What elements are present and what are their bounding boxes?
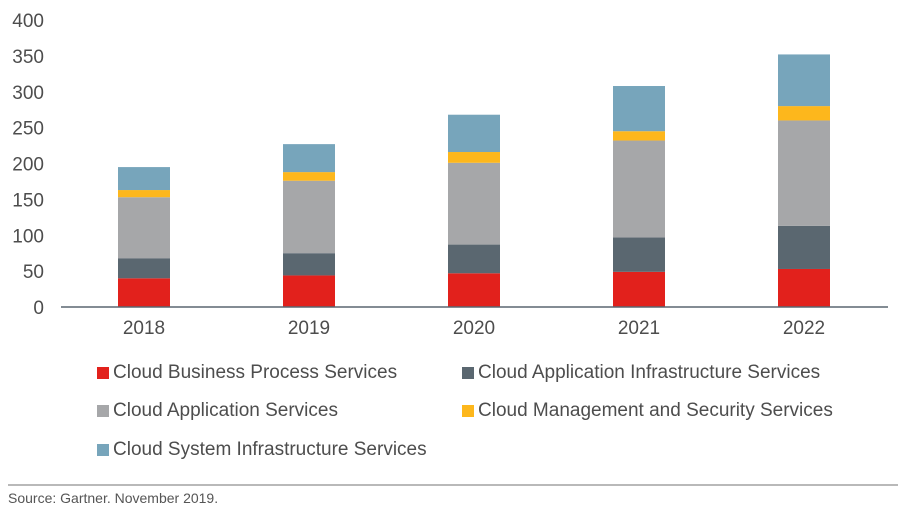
bar-segment-2020-0 [448,273,500,307]
source-divider [8,484,898,486]
legend-label: Cloud Business Process Services [113,362,398,383]
y-tick-label: 300 [12,83,44,104]
legend-swatch-icon [97,444,109,456]
legend-swatch-icon [97,405,109,417]
bar-segment-2021-0 [613,271,665,307]
source-note: Source: Gartner. November 2019. [8,490,219,506]
legend-item-application-infrastructure: Cloud Application Infrastructure Service… [462,362,820,384]
y-tick-label: 100 [12,226,44,247]
bar-segment-2018-3 [118,190,170,198]
legend-swatch-icon [462,367,474,379]
legend-item-business-process: Cloud Business Process Services [97,362,397,384]
bar-segment-2021-1 [613,237,665,272]
legend-item-management-security: Cloud Management and Security Services [462,400,833,422]
bar-segment-2019-2 [283,180,335,254]
bar-segment-2018-0 [118,278,170,307]
legend-item-application-services: Cloud Application Services [97,400,338,422]
bar-segment-2019-1 [283,253,335,276]
y-tick-label: 350 [12,47,44,68]
y-tick-label: 250 [12,119,44,140]
y-tick-label: 50 [23,262,44,283]
x-axis-ticks: 2018 2019 2020 2021 2022 [123,318,825,339]
x-tick-label: 2021 [618,318,660,339]
bar-segment-2021-4 [613,86,665,132]
bar-segment-2020-3 [448,152,500,163]
y-tick-label: 200 [12,155,44,176]
legend-label: Cloud Management and Security Services [478,400,833,421]
bars-group [118,54,830,307]
legend-label: Cloud Application Services [113,400,338,421]
bar-segment-2020-4 [448,114,500,153]
x-tick-label: 2020 [453,318,495,339]
stacked-bar-chart: 0 50 100 150 200 250 300 350 400 2018 2019 2020 202… [12,11,888,339]
bar-segment-2018-4 [118,167,170,191]
bar-segment-2020-2 [448,162,500,245]
bar-segment-2019-4 [283,144,335,173]
bar-segment-2020-1 [448,244,500,274]
bar-segment-2019-3 [283,172,335,181]
bar-segment-2018-1 [118,258,170,279]
y-tick-label: 150 [12,190,44,211]
bar-segment-2022-2 [778,120,830,226]
legend-swatch-icon [462,405,474,417]
bar-segment-2022-3 [778,106,830,121]
y-axis-ticks: 0 50 100 150 200 250 300 350 400 [12,11,44,319]
legend-label: Cloud System Infrastructure Services [113,439,427,460]
x-tick-label: 2022 [783,318,825,339]
x-tick-label: 2018 [123,318,165,339]
y-tick-label: 0 [33,298,44,319]
bar-segment-2019-0 [283,275,335,307]
bar-segment-2022-1 [778,225,830,269]
bar-segment-2022-4 [778,54,830,107]
x-tick-label: 2019 [288,318,330,339]
bar-segment-2021-2 [613,140,665,238]
legend-label: Cloud Application Infrastructure Service… [478,362,821,383]
legend-swatch-icon [97,367,109,379]
bar-segment-2021-3 [613,131,665,141]
y-tick-label: 400 [12,11,44,32]
legend: Cloud Business Process Services Cloud Ap… [97,362,833,461]
bar-segment-2018-2 [118,197,170,259]
bar-segment-2022-0 [778,268,830,307]
legend-item-system-infrastructure: Cloud System Infrastructure Services [97,439,427,461]
